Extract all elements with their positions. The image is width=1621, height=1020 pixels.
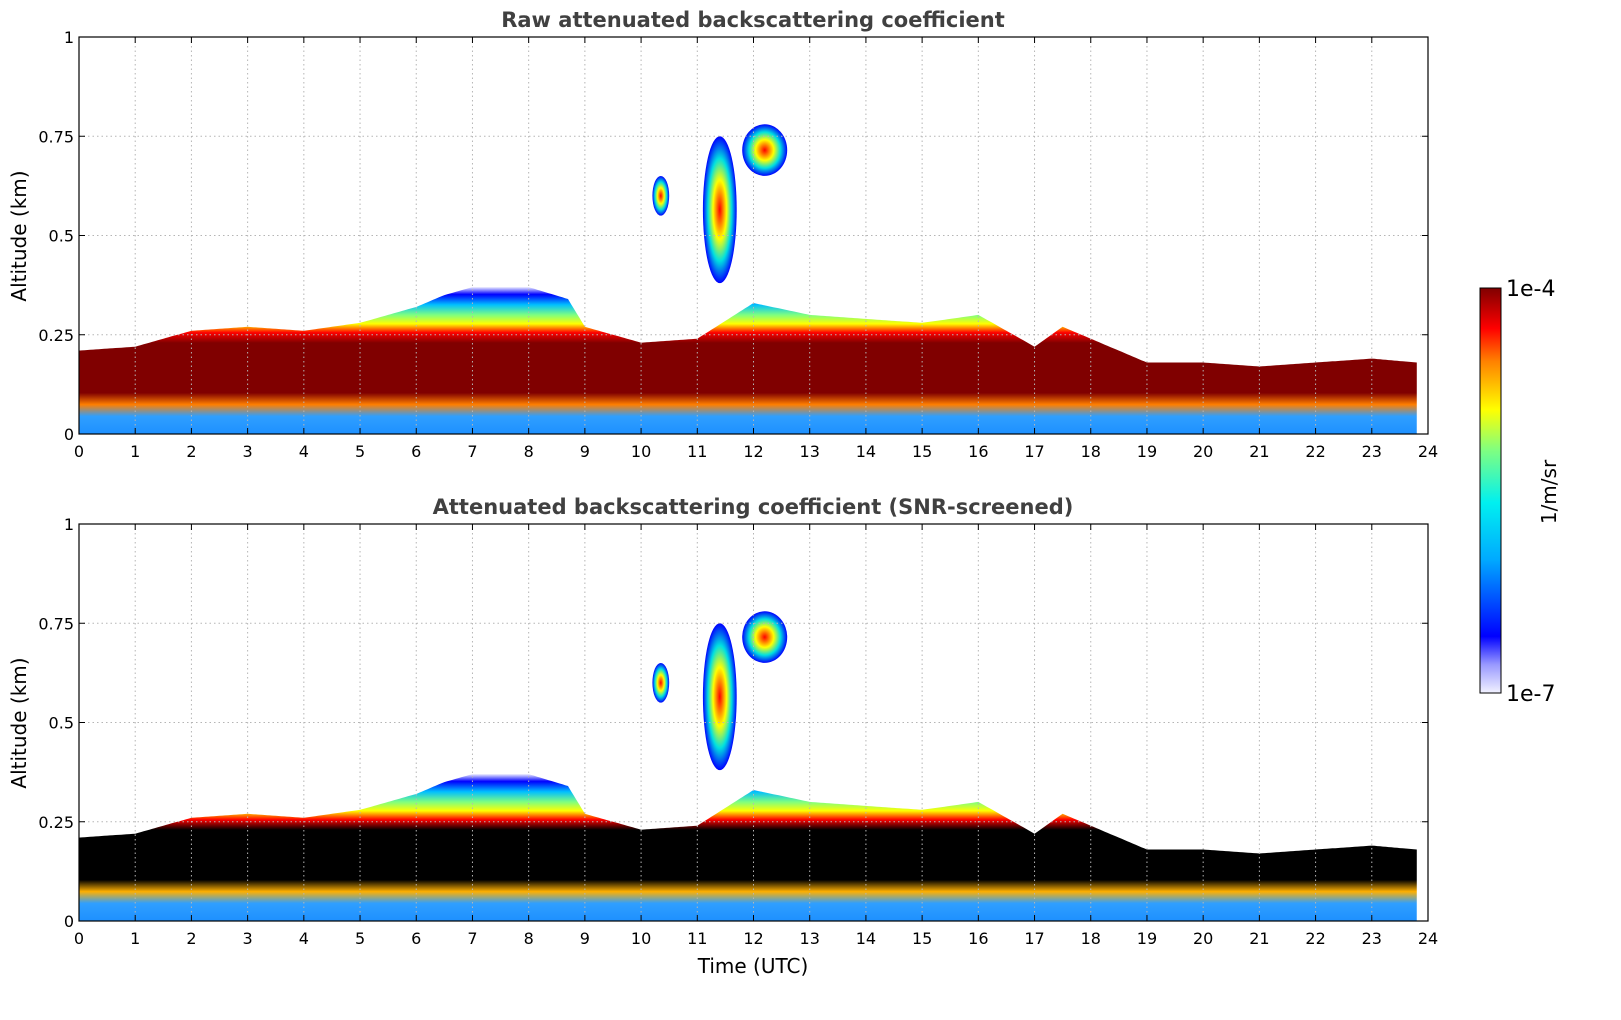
- x-tick-label: 17: [1024, 442, 1044, 461]
- x-tick-label: 6: [411, 929, 421, 948]
- panel-bottom-y-axis-label: Altitude (km): [7, 657, 31, 788]
- x-tick-label: 15: [912, 929, 932, 948]
- x-tick-label: 3: [243, 929, 253, 948]
- y-tick-label: 0.25: [38, 326, 74, 345]
- elevated-feature-1: [652, 176, 670, 216]
- x-tick-label: 23: [1362, 929, 1382, 948]
- x-tick-label: 17: [1024, 929, 1044, 948]
- x-tick-label: 2: [186, 929, 196, 948]
- x-tick-label: 0: [74, 929, 84, 948]
- x-tick-label: 20: [1193, 929, 1213, 948]
- y-tick-label: 0.5: [49, 227, 74, 246]
- elevated-feature-3: [742, 124, 788, 176]
- x-tick-label: 5: [355, 442, 365, 461]
- x-tick-label: 18: [1081, 929, 1101, 948]
- x-tick-label: 1: [130, 929, 140, 948]
- backscatter-layer: [79, 287, 1417, 434]
- elevated-feature-3: [742, 611, 788, 663]
- x-tick-label: 16: [968, 442, 988, 461]
- y-tick-label: 1: [64, 515, 74, 534]
- x-tick-label: 3: [243, 442, 253, 461]
- elevated-feature-2: [702, 623, 737, 771]
- x-tick-label: 7: [467, 929, 477, 948]
- x-tick-label: 20: [1193, 442, 1213, 461]
- x-axis-label: Time (UTC): [697, 954, 809, 978]
- x-tick-label: 19: [1137, 442, 1157, 461]
- y-tick-label: 0.5: [49, 714, 74, 733]
- x-tick-label: 13: [800, 929, 820, 948]
- colorbar-scale: [1479, 287, 1502, 694]
- colorbar-max-label: 1e-4: [1506, 277, 1555, 302]
- x-tick-label: 18: [1081, 442, 1101, 461]
- x-tick-label: 21: [1249, 929, 1269, 948]
- colorbar-min-label: 1e-7: [1506, 682, 1555, 707]
- x-tick-label: 14: [856, 442, 876, 461]
- x-tick-label: 24: [1418, 442, 1438, 461]
- x-tick-label: 6: [411, 442, 421, 461]
- x-tick-label: 7: [467, 442, 477, 461]
- y-tick-label: 0.25: [38, 813, 74, 832]
- x-tick-label: 4: [299, 929, 309, 948]
- y-tick-label: 1: [64, 28, 74, 47]
- x-tick-label: 13: [800, 442, 820, 461]
- x-tick-label: 1: [130, 442, 140, 461]
- colorbar-unit-label: 1/m/sr: [1537, 459, 1561, 524]
- x-tick-label: 22: [1305, 929, 1325, 948]
- y-tick-label: 0.75: [38, 127, 74, 146]
- x-tick-label: 2: [186, 442, 196, 461]
- x-tick-label: 23: [1362, 442, 1382, 461]
- x-tick-label: 8: [524, 929, 534, 948]
- x-tick-label: 21: [1249, 442, 1269, 461]
- panel-bottom-title: Attenuated backscattering coefficient (S…: [433, 495, 1074, 519]
- y-tick-label: 0: [64, 912, 74, 931]
- x-tick-label: 8: [524, 442, 534, 461]
- x-tick-label: 16: [968, 929, 988, 948]
- x-tick-label: 12: [743, 929, 763, 948]
- elevated-feature-1: [652, 663, 670, 703]
- x-tick-label: 22: [1305, 442, 1325, 461]
- x-tick-label: 0: [74, 442, 84, 461]
- x-tick-label: 9: [580, 442, 590, 461]
- x-tick-label: 10: [631, 442, 651, 461]
- x-tick-label: 24: [1418, 929, 1438, 948]
- y-tick-label: 0.75: [38, 614, 74, 633]
- x-tick-label: 14: [856, 929, 876, 948]
- x-tick-label: 10: [631, 929, 651, 948]
- x-tick-label: 12: [743, 442, 763, 461]
- y-tick-label: 0: [64, 425, 74, 444]
- x-tick-label: 11: [687, 929, 707, 948]
- x-tick-label: 15: [912, 442, 932, 461]
- panel-top: 0 1 2 3 4 5 6 7 8 9 10 11 12 13 14 15 16 17 18 19 20 21 22 23 24…: [38, 28, 1438, 461]
- backscatter-layer: [79, 774, 1417, 921]
- x-tick-label: 9: [580, 929, 590, 948]
- x-tick-label: 19: [1137, 929, 1157, 948]
- x-tick-label: 11: [687, 442, 707, 461]
- panel-top-y-axis-label: Altitude (km): [7, 170, 31, 301]
- panel-top-title: Raw attenuated backscattering coefficien…: [501, 8, 1005, 32]
- elevated-feature-2: [702, 136, 737, 284]
- colorbar: 1e-4 1e-7 1/m/sr: [1479, 277, 1561, 707]
- panel-bottom: 0 1 2 3 4 5 6 7 8 9 10 11 12 13 14 15 16 17 18 19 20 21 22 23 24…: [38, 515, 1438, 948]
- x-tick-label: 4: [299, 442, 309, 461]
- x-tick-label: 5: [355, 929, 365, 948]
